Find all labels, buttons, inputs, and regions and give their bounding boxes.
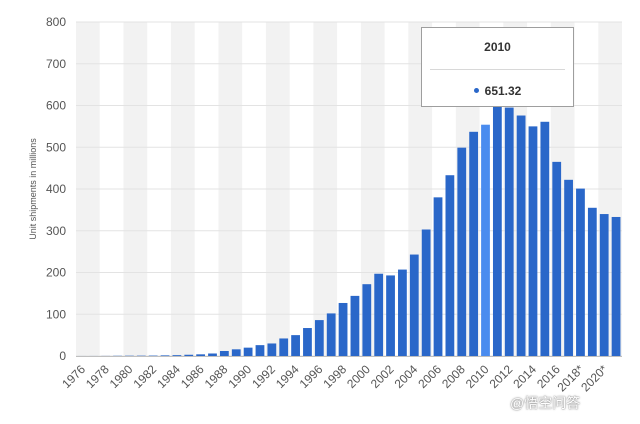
tooltip-value: 651.32 (484, 84, 522, 98)
series-dot-icon (473, 88, 479, 94)
x-tick-label: 2010 (463, 362, 492, 391)
bar (445, 175, 455, 356)
x-tick-label: 1986 (178, 362, 207, 391)
y-tick-label: 100 (46, 307, 66, 321)
bar (386, 275, 395, 356)
x-tick-label: 1990 (225, 362, 254, 391)
bar (516, 115, 526, 357)
bar (196, 354, 206, 356)
bar (421, 229, 431, 356)
x-tick-label: 2004 (392, 362, 421, 391)
bar (540, 121, 550, 356)
bar (338, 302, 348, 356)
watermark: @悟空问答 (510, 395, 581, 411)
x-tick-label: 2002 (368, 362, 397, 391)
y-tick-label: 0 (59, 349, 66, 363)
x-tick-label: 1988 (202, 362, 231, 391)
bar (326, 313, 336, 356)
x-tick-label: 1978 (83, 362, 112, 391)
bar (303, 328, 312, 356)
x-tick-label: 1998 (320, 362, 349, 391)
x-tick-label: 2000 (344, 362, 373, 391)
tooltip-value-row: 651.32 (422, 84, 573, 98)
y-tick-label: 700 (46, 57, 66, 71)
bar (552, 161, 562, 356)
x-tick-label: 1996 (297, 362, 326, 391)
y-tick-label: 600 (46, 99, 66, 113)
x-tick-label: 1992 (249, 362, 278, 391)
x-tick-label: 1984 (154, 362, 183, 391)
bar (457, 147, 467, 356)
bar (160, 355, 170, 356)
y-tick-label: 500 (46, 140, 66, 154)
bar (469, 131, 479, 356)
y-tick-label: 200 (46, 266, 66, 280)
bar (172, 355, 182, 356)
bar (374, 273, 384, 356)
bar (409, 254, 419, 356)
bar (587, 207, 597, 356)
bar (576, 188, 585, 356)
y-tick-label: 300 (46, 224, 66, 238)
bar (611, 216, 621, 356)
tooltip-title: 2010 (484, 40, 511, 54)
tooltip-divider (430, 69, 565, 70)
x-tick-label: 2006 (415, 362, 444, 391)
y-tick-label: 800 (46, 15, 66, 29)
bar (314, 320, 324, 356)
y-tick-label: 400 (46, 182, 66, 196)
bar (231, 349, 241, 356)
bar (362, 284, 372, 356)
bar (350, 295, 360, 356)
bar (528, 126, 538, 356)
bar (267, 343, 277, 356)
bar (504, 107, 514, 357)
bar (398, 269, 407, 356)
x-tick-label: 1976 (59, 362, 88, 391)
y-axis-title: Unit shipments in millions (28, 138, 38, 240)
bar (291, 335, 300, 356)
bar (481, 124, 490, 356)
x-tick-label: 1982 (130, 362, 159, 391)
x-tick-label: 2020* (578, 362, 610, 394)
bar (255, 345, 265, 356)
x-tick-label: 2012 (487, 362, 516, 391)
x-tick-label: 1994 (273, 362, 302, 391)
bar (243, 347, 253, 356)
bar (184, 354, 194, 356)
data-tooltip: 2010 651.32 (421, 27, 574, 107)
bar (599, 214, 609, 356)
bar (492, 84, 502, 356)
x-tick-label: 2014 (510, 362, 539, 391)
bar (219, 350, 229, 356)
bar (433, 197, 443, 356)
bar (564, 179, 573, 356)
x-tick-label: 1980 (107, 362, 136, 391)
x-tick-label: 2008 (439, 362, 468, 391)
bar (279, 338, 289, 356)
bar (208, 353, 217, 356)
